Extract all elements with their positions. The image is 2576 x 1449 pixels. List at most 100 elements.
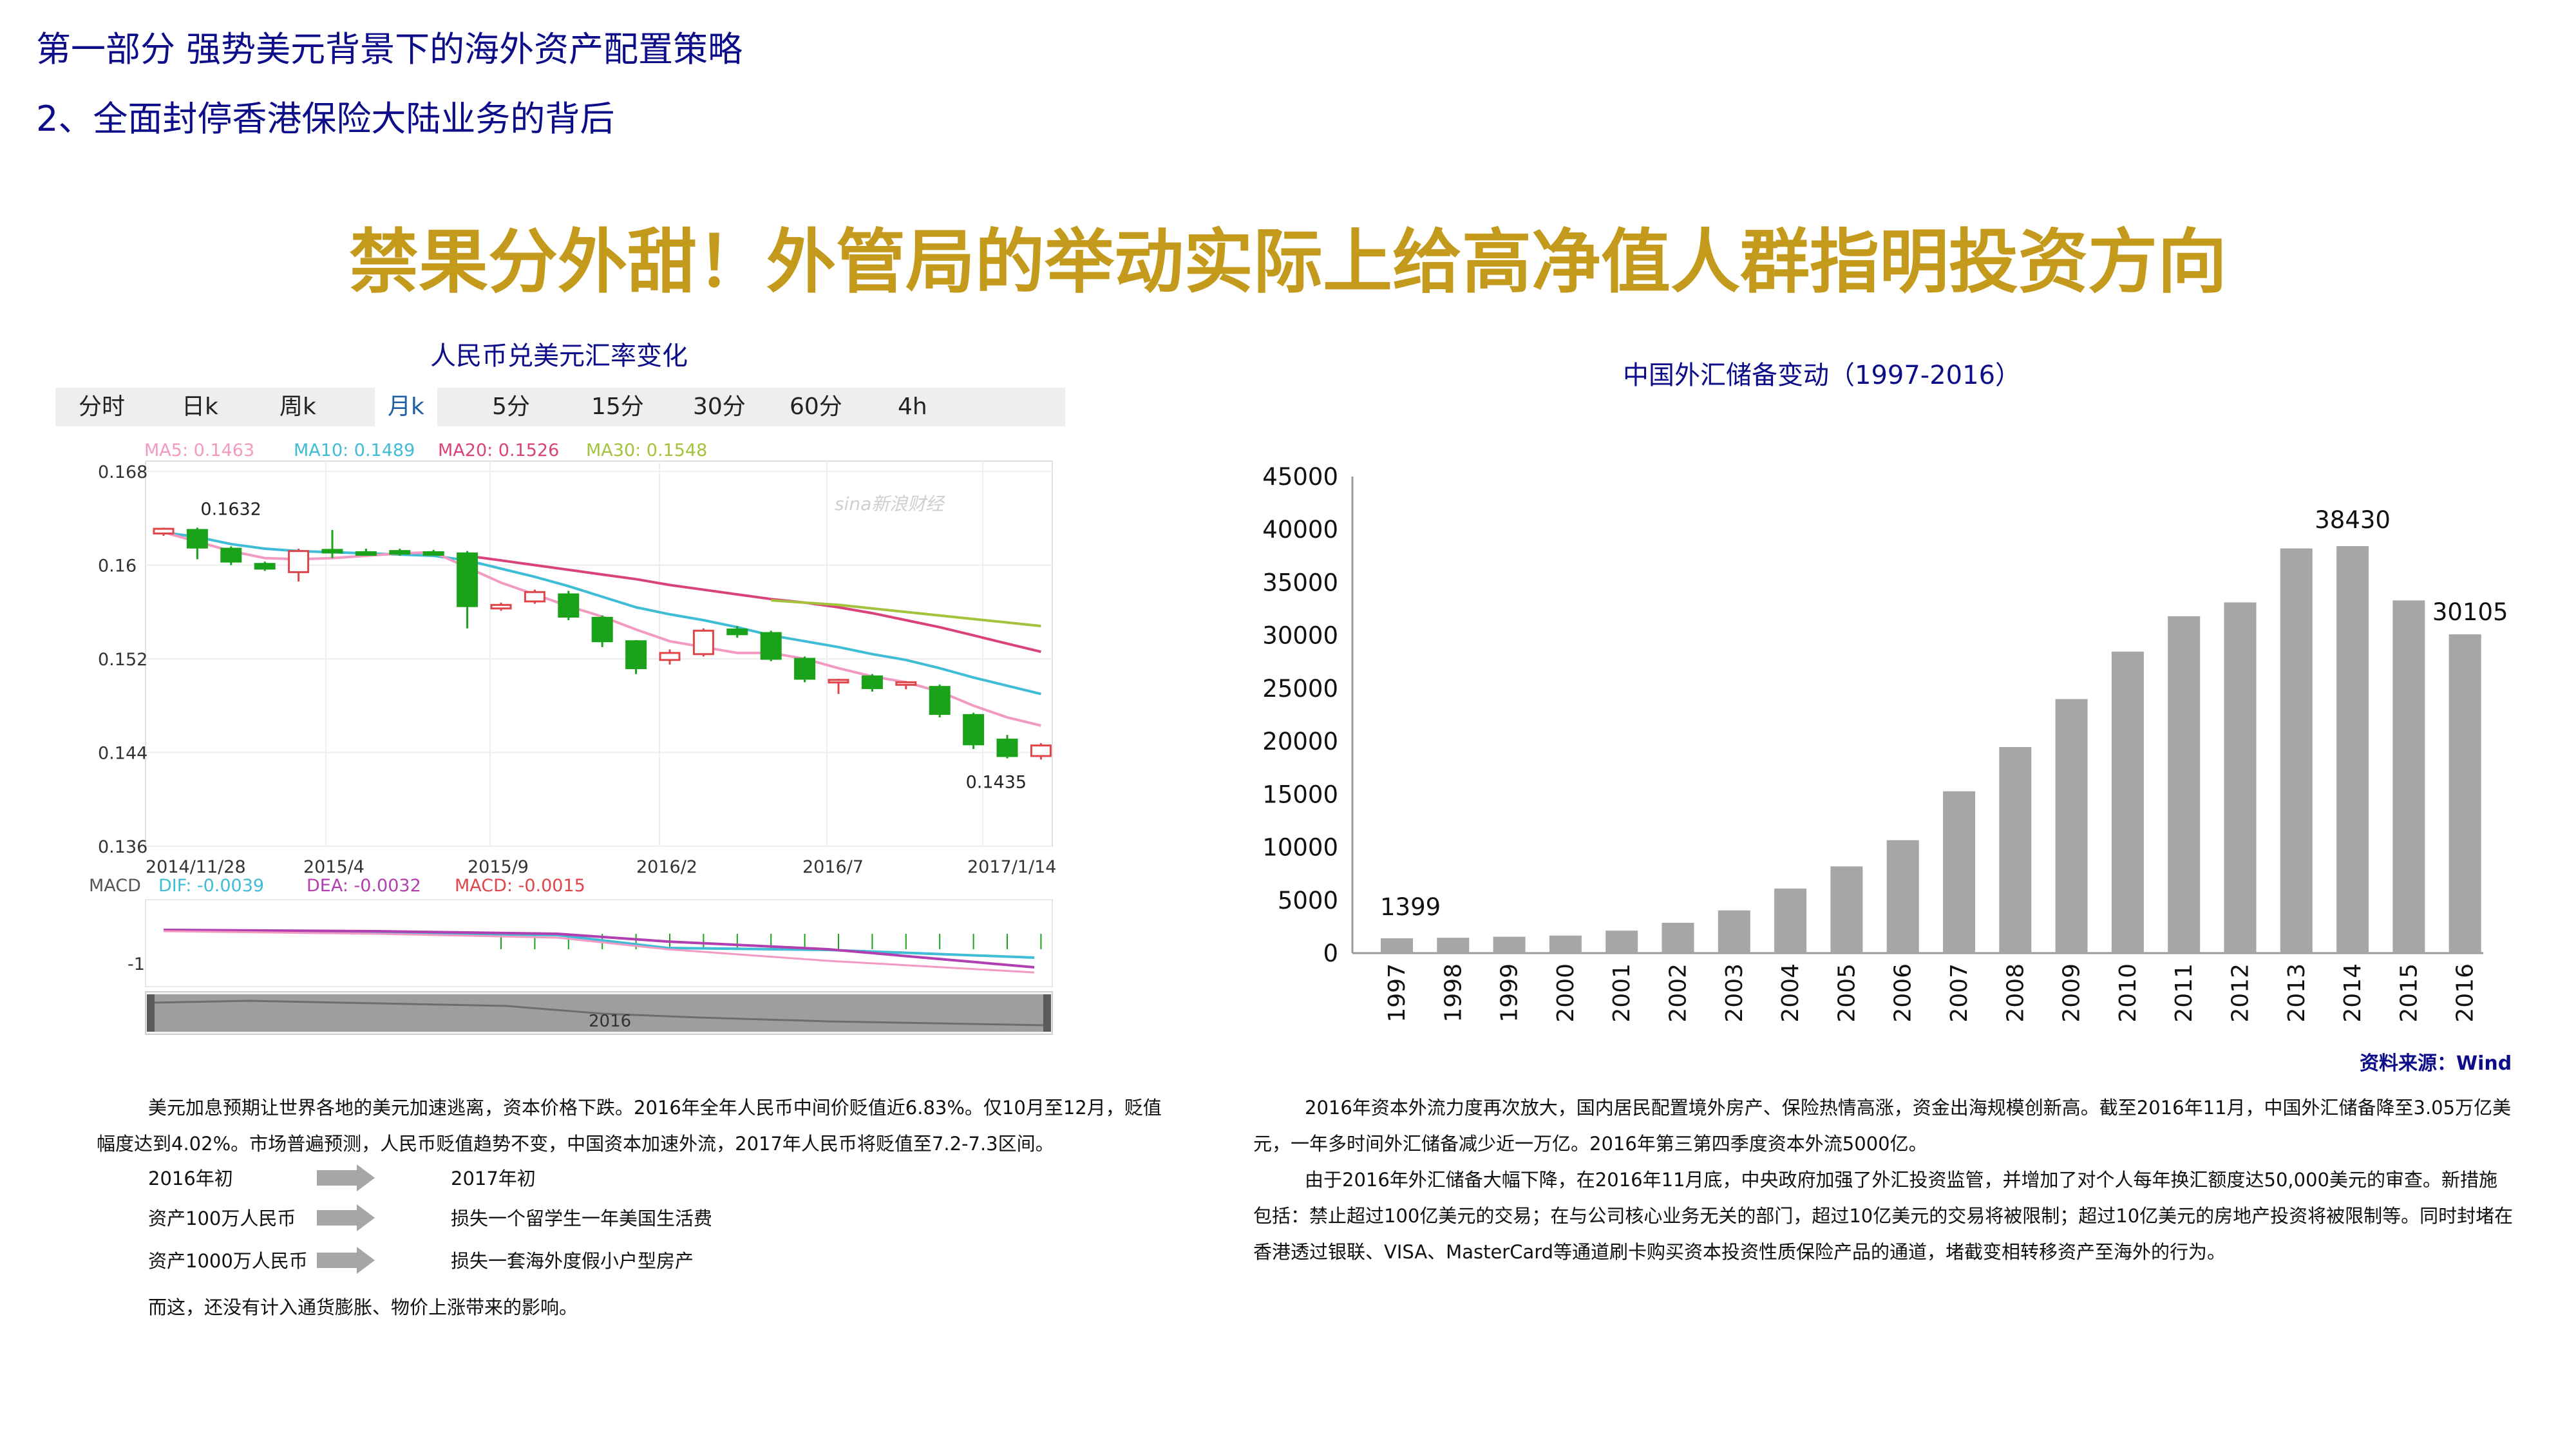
x-tick-label: 2016/7 [802,857,864,877]
x-tick-label: 1997 [1384,963,1410,1023]
left-footer-note: 而这，还没有计入通货膨胀、物价上涨带来的影响。 [148,1296,578,1318]
arrow-right-icon [317,1204,375,1231]
bar [2392,600,2425,953]
section-title: 第一部分 强势美元背景下的海外资产配置策略 [36,29,743,70]
bar [1886,840,1919,953]
candle [524,589,545,604]
candle [692,628,714,657]
row-value-2: 损失一个留学生一年美国生活费 [451,1208,713,1229]
candle [321,529,343,558]
candle [558,591,580,620]
macd-signal-line [163,930,1035,974]
macd-frame [145,899,1053,987]
bar [2168,616,2201,953]
x-tick-label: 2014 [2340,963,2366,1023]
chart-period-tabs: 分时 日k 周k 月k 5分 15分 30分 60分 4h [55,388,1065,426]
x-tick-label: 2004 [1777,963,1804,1023]
macd-value: MACD: -0.0015 [455,876,585,896]
x-tick-label: 2016/2 [636,857,697,877]
bar [1718,910,1750,953]
candle [186,527,208,560]
tab-分时[interactable]: 分时 [79,393,126,420]
bar [2055,699,2088,953]
bar [2280,548,2313,953]
row-value-3: 损失一套海外度假小户型房产 [451,1250,694,1272]
candle [828,678,849,694]
x-tick-label: 2006 [1890,963,1917,1023]
right-paragraph-2: 由于2016年外汇储备大幅下降，在2016年11月底，中央政府加强了外汇投资监管… [1253,1169,2514,1263]
x-tick-label: 2005 [1833,963,1860,1023]
ma-legend-item: MA30: 0.1548 [586,440,707,460]
bar [1549,935,1582,953]
macd-dea: DEA: -0.0032 [307,876,421,896]
candle [1030,743,1052,760]
x-tick-label: 2015/9 [468,857,529,877]
x-tick-label: 2000 [1553,963,1579,1023]
bar-data-label: 30105 [2432,598,2508,626]
x-tick-label: 2008 [2002,963,2029,1023]
y-tick-label: 35000 [1262,569,1338,596]
candle [389,549,411,556]
tab-周k[interactable]: 周k [279,393,316,420]
row-label-1: 2016年初 [148,1168,233,1189]
candle [220,546,242,565]
bar-chart-title: 中国外汇储备变动（1997-2016） [1623,361,2022,390]
macd-dif: DIF: -0.0039 [158,876,264,896]
x-tick-label: 1999 [1497,963,1523,1023]
row-label-3: 资产1000万人民币 [148,1250,308,1272]
x-tick-label: 2015/4 [303,857,365,877]
candle [760,630,782,661]
x-tick-label: 2016 [2452,963,2479,1023]
x-tick-label: 2013 [2284,963,2310,1023]
candle [457,551,478,629]
right-chart-title: 中国外汇储备变动（1997-2016） [1623,354,2021,392]
x-tick-label: 2003 [1721,963,1748,1023]
x-tick-label: 2001 [1609,963,1635,1023]
candle [794,656,816,683]
tab-15分[interactable]: 15分 [591,393,644,420]
plot-frame [145,460,1053,847]
tab-4h[interactable]: 4h [898,393,927,420]
macd-label: MACD [89,876,141,896]
bar-data-label: 38430 [2315,506,2391,534]
data-source-label: 资料来源：Wind [2360,1052,2512,1075]
candle [591,615,613,647]
bar [1999,746,2032,953]
x-tick-label: 2007 [1946,963,1973,1023]
row-value-1: 2017年初 [451,1168,536,1189]
y-tick-label: 0 [1323,940,1338,967]
candle [288,549,310,582]
y-tick-label: 0.144 [98,744,147,764]
y-tick-label: 45000 [1262,463,1338,491]
candle [996,735,1018,759]
x-tick-label: 2012 [2228,963,2254,1023]
tab-日k[interactable]: 日k [182,393,218,420]
fx-reserve-bar-chart: 0 5000 10000 15000 20000 25000 30000 35000 40000… [1262,463,2508,1023]
candle [726,626,748,638]
tab-60分[interactable]: 60分 [790,393,842,420]
candle [153,527,175,536]
bar [2111,651,2144,953]
bar-data-label: 1399 [1380,893,1441,921]
y-tick-label: 5000 [1278,887,1338,914]
bar [1943,791,1975,953]
bar [1493,936,1526,953]
tab-30分[interactable]: 30分 [693,393,746,420]
bar [1381,938,1413,953]
y-tick-label: 0.168 [98,462,147,482]
tab-月k[interactable]: 月k [375,388,437,426]
x-tick-label: 2015 [2396,963,2422,1023]
sina-watermark: sina新浪财经 [835,493,945,515]
candle [490,602,512,611]
range-handle-right[interactable] [1043,994,1051,1032]
bar [1774,888,1807,953]
ma-line-MA20 [467,554,1041,654]
range-handle-left[interactable] [147,994,155,1032]
y-tick-label: 15000 [1262,781,1338,808]
y-tick-label: 25000 [1262,675,1338,703]
bar [1605,931,1638,953]
row-label-2: 资产100万人民币 [148,1208,296,1229]
range-year-label: 2016 [589,1012,631,1031]
tab-5分[interactable]: 5分 [492,393,530,420]
x-tick-label: 2011 [2171,963,2197,1023]
